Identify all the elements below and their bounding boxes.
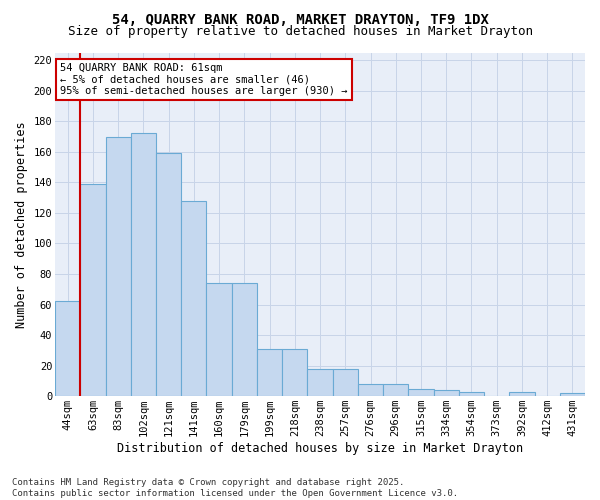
X-axis label: Distribution of detached houses by size in Market Drayton: Distribution of detached houses by size … [117, 442, 523, 455]
Bar [560, 393, 585, 396]
Bar [156, 154, 181, 396]
Bar [307, 368, 332, 396]
Bar [55, 302, 80, 396]
Bar [106, 136, 131, 396]
Y-axis label: Number of detached properties: Number of detached properties [15, 121, 28, 328]
Bar [181, 200, 206, 396]
Bar [509, 392, 535, 396]
Bar [131, 134, 156, 396]
Bar [232, 283, 257, 396]
Bar [459, 392, 484, 396]
Bar [282, 349, 307, 396]
Bar [358, 384, 383, 396]
Text: Contains HM Land Registry data © Crown copyright and database right 2025.
Contai: Contains HM Land Registry data © Crown c… [12, 478, 458, 498]
Bar [409, 388, 434, 396]
Text: Size of property relative to detached houses in Market Drayton: Size of property relative to detached ho… [67, 25, 533, 38]
Text: 54 QUARRY BANK ROAD: 61sqm
← 5% of detached houses are smaller (46)
95% of semi-: 54 QUARRY BANK ROAD: 61sqm ← 5% of detac… [61, 63, 348, 96]
Text: 54, QUARRY BANK ROAD, MARKET DRAYTON, TF9 1DX: 54, QUARRY BANK ROAD, MARKET DRAYTON, TF… [112, 12, 488, 26]
Bar [383, 384, 409, 396]
Bar [206, 283, 232, 396]
Bar [332, 368, 358, 396]
Bar [434, 390, 459, 396]
Bar [80, 184, 106, 396]
Bar [257, 349, 282, 396]
